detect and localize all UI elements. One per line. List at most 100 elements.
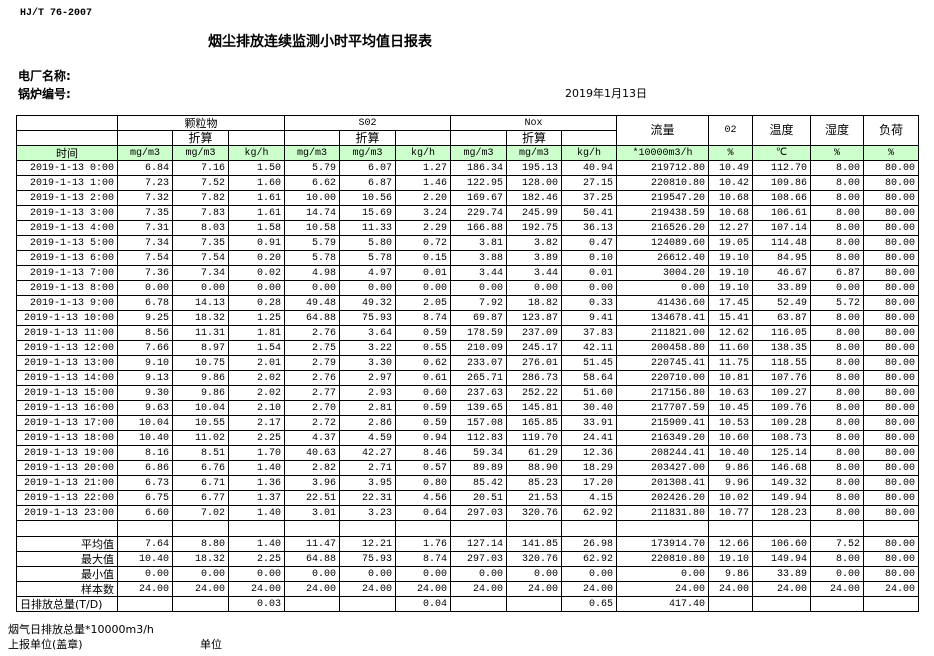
value-cell: 3.22	[339, 340, 396, 356]
value-cell: 19.10	[708, 280, 753, 296]
data-row: 2019-1-13 17:00 10.04 10.55 2.17 2.72 2.86 0.5…	[16, 415, 919, 431]
value-cell: 12.66	[708, 536, 753, 552]
value-cell: 8.51	[172, 445, 229, 461]
value-cell	[752, 596, 811, 612]
data-row: 2019-1-13 9:00 6.78 14.13 0.28 49.48 49.32 2.0…	[16, 295, 919, 311]
value-cell: 46.67	[752, 265, 811, 281]
value-cell: 10.68	[708, 205, 753, 221]
unit-cell: kg/h	[561, 145, 617, 161]
value-cell: 157.08	[450, 415, 507, 431]
value-cell: 220710.00	[616, 370, 709, 386]
data-row: 2019-1-13 2:00 7.32 7.82 1.61 10.00 10.56 2.20…	[16, 190, 919, 206]
value-cell: 1.40	[228, 536, 285, 552]
unit-label: 单位	[200, 638, 222, 651]
value-cell: 10.58	[284, 220, 340, 236]
value-cell: 80.00	[863, 175, 919, 191]
unit-cell: mg/m3	[117, 145, 173, 161]
value-cell: 8.00	[810, 205, 864, 221]
value-cell: 17.20	[561, 475, 617, 491]
value-cell: 125.14	[752, 445, 811, 461]
value-cell: 7.64	[117, 536, 173, 552]
data-row: 2019-1-13 0:00 6.84 7.16 1.50 5.79 6.07 1.27 18…	[16, 160, 919, 176]
value-cell: 0.00	[339, 280, 396, 296]
value-cell: 80.00	[863, 250, 919, 266]
time-cell	[16, 520, 118, 537]
value-cell: 9.30	[117, 385, 173, 401]
stat-label: 平均值	[16, 536, 118, 552]
data-row: 2019-1-13 20:00 6.86 6.76 1.40 2.82 2.71 0.57 8…	[16, 460, 919, 476]
value-cell: 5.79	[284, 160, 340, 176]
value-cell: 210.09	[450, 340, 507, 356]
value-cell: 216526.20	[616, 220, 709, 236]
value-cell: 64.88	[284, 310, 340, 326]
value-cell: 33.89	[752, 280, 811, 296]
value-cell: 10.75	[172, 355, 229, 371]
plant-name-label: 电厂名称:	[18, 69, 71, 83]
value-cell: 220745.41	[616, 355, 709, 371]
value-cell: 2.79	[284, 355, 340, 371]
value-cell: 63.87	[752, 310, 811, 326]
value-cell: 8.00	[810, 190, 864, 206]
value-cell: 8.00	[810, 175, 864, 191]
value-cell	[339, 596, 396, 612]
value-cell: 75.93	[339, 310, 396, 326]
reporting-unit-label: 上报单位(盖章)	[8, 638, 83, 651]
value-cell: 116.05	[752, 325, 811, 341]
value-cell: 4.98	[284, 265, 340, 281]
time-cell: 2019-1-13 22:00	[16, 490, 118, 506]
data-row: 2019-1-13 14:00 9.13 9.86 2.02 2.76 2.97 0.61 2…	[16, 370, 919, 386]
unit-cell: ℃	[752, 145, 811, 161]
value-cell	[863, 520, 919, 537]
value-cell: 1.60	[228, 175, 285, 191]
value-cell: 139.65	[450, 400, 507, 416]
time-cell: 2019-1-13 4:00	[16, 220, 118, 236]
value-cell: 112.70	[752, 160, 811, 176]
value-cell: 7.36	[117, 265, 173, 281]
value-cell	[172, 520, 229, 537]
value-cell: 12.27	[708, 220, 753, 236]
value-cell: 37.83	[561, 325, 617, 341]
value-cell: 33.89	[752, 566, 811, 582]
humidity-header: 湿度	[810, 115, 864, 146]
value-cell: 3.24	[395, 205, 451, 221]
value-cell: 62.92	[561, 551, 617, 567]
data-row: 2019-1-13 23:00 6.60 7.02 1.40 3.01 3.23 0.64 2…	[16, 505, 919, 521]
value-cell: 8.00	[810, 310, 864, 326]
time-cell: 2019-1-13 13:00	[16, 355, 118, 371]
value-cell: 109.28	[752, 415, 811, 431]
value-cell: 0.00	[117, 566, 173, 582]
value-cell: 19.10	[708, 265, 753, 281]
value-cell: 0.59	[395, 325, 451, 341]
value-cell: 245.99	[506, 205, 562, 221]
value-cell: 9.86	[708, 460, 753, 476]
value-cell	[708, 520, 753, 537]
value-cell: 0.01	[395, 265, 451, 281]
value-cell: 0.94	[395, 430, 451, 446]
value-cell: 9.41	[561, 310, 617, 326]
value-cell: 80.00	[863, 445, 919, 461]
value-cell: 24.00	[284, 581, 340, 597]
value-cell: 4.97	[339, 265, 396, 281]
value-cell: 8.74	[395, 310, 451, 326]
value-cell: 8.00	[810, 340, 864, 356]
value-cell: 134678.41	[616, 310, 709, 326]
value-cell: 80.00	[863, 220, 919, 236]
value-cell: 1.70	[228, 445, 285, 461]
value-cell: 166.88	[450, 220, 507, 236]
value-cell: 9.10	[117, 355, 173, 371]
value-cell: 0.02	[228, 265, 285, 281]
value-cell: 0.72	[395, 235, 451, 251]
value-cell: 7.83	[172, 205, 229, 221]
value-cell: 80.00	[863, 490, 919, 506]
header-row-1: 颗粒物 S02 Nox 流量 02 温度 湿度 负荷	[16, 115, 919, 146]
value-cell: 2.29	[395, 220, 451, 236]
value-cell: 6.87	[810, 265, 864, 281]
value-cell: 49.32	[339, 295, 396, 311]
value-cell: 6.07	[339, 160, 396, 176]
value-cell: 59.34	[450, 445, 507, 461]
value-cell: 217707.59	[616, 400, 709, 416]
value-cell	[172, 596, 229, 612]
value-cell: 3.89	[506, 250, 562, 266]
nox-converted-header: 折算	[506, 130, 562, 146]
value-cell: 6.86	[117, 460, 173, 476]
